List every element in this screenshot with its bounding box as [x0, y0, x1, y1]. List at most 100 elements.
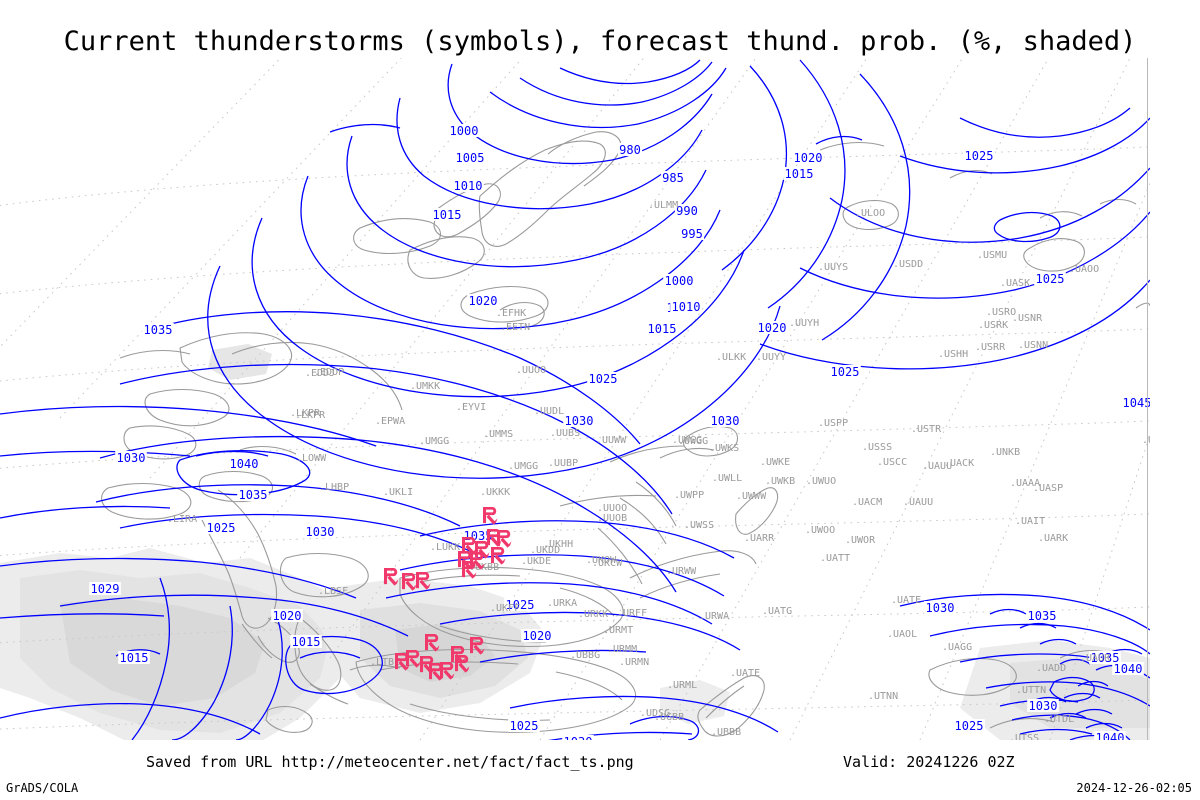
station-label: .USHH	[938, 349, 968, 360]
station-label: .UUOO	[597, 503, 627, 514]
thunderstorm-symbol-icon	[440, 662, 455, 680]
station-label: .LUKK	[430, 542, 460, 553]
station-label: .URMN	[619, 657, 649, 668]
isobar-label: 1015	[648, 322, 677, 336]
isobar-label-halo	[679, 227, 705, 240]
station-label: .UADD	[1036, 663, 1066, 674]
station-label: .USMU	[977, 250, 1007, 261]
isobar-label: 1025	[955, 719, 984, 733]
station-label: .UUWW	[596, 435, 627, 446]
isobar-label: 1040	[230, 457, 259, 471]
isobar-label: 1025	[965, 149, 994, 163]
station-label: .ULOO	[855, 208, 885, 219]
isobar-label: 1025	[510, 719, 539, 733]
station-label: .UASP	[1033, 483, 1063, 494]
station-label: .UWGG	[678, 436, 708, 447]
isobar-label-halo	[142, 323, 174, 336]
isobar-label-halo	[1089, 651, 1121, 664]
station-label: .UDSG	[640, 708, 670, 719]
station-label: .USCC	[877, 457, 907, 468]
isobar-label: 980	[619, 143, 641, 157]
isobar-label-halo	[467, 294, 499, 307]
station-label: .USNR	[1012, 313, 1043, 324]
station-label: .UATG	[762, 606, 792, 617]
station-label: .UATE	[730, 668, 760, 679]
station-label: .UKDD	[530, 545, 560, 556]
station-label: .LOWW	[296, 453, 327, 464]
isobar-label-halo	[587, 372, 619, 385]
thunderstorm-symbol-icon	[470, 552, 485, 570]
isobar-label: 1040	[1114, 662, 1143, 676]
isobar-label-halo	[1026, 609, 1058, 622]
isobar-label: 1015	[433, 208, 462, 222]
station-label: .EETN	[500, 322, 530, 333]
isobar-label-halo	[563, 414, 595, 427]
isobar-label: 1025	[207, 521, 236, 535]
footer-source-url: Saved from URL http://meteocenter.net/fa…	[146, 753, 634, 771]
station-label: .UBBG	[570, 650, 600, 661]
station-label: .UUDL	[534, 406, 564, 417]
station-label: .USPP	[818, 418, 848, 429]
station-label: .UAGG	[942, 642, 972, 653]
station-label: .UUBP	[548, 458, 578, 469]
station-label: .LTBE	[370, 657, 400, 668]
isobar-label-halo	[670, 300, 702, 313]
isobar-label-halo	[504, 598, 536, 611]
isobar-label-halo	[304, 525, 336, 538]
isobar-label: 1005	[456, 151, 485, 165]
station-label: .UKBB	[469, 562, 499, 573]
map-canvas[interactable]: 1000 980 1005 1020 1025 1015 1010 985 990 1015 995…	[0, 58, 1150, 740]
station-label: .UUOB	[597, 513, 627, 524]
isobar-label: 1030	[565, 414, 594, 428]
station-label: .UBBB	[711, 727, 741, 738]
isobar-label: 1020	[794, 151, 823, 165]
station-label: .UWLL	[712, 473, 742, 484]
station-label: .UUYH	[789, 318, 819, 329]
isobar-label: 1030	[926, 601, 955, 615]
station-label: .URWW	[666, 566, 697, 577]
station-label: .UUYS	[818, 262, 848, 273]
station-label: .UWWW	[736, 491, 767, 502]
thunderstorm-symbol-icon	[402, 573, 417, 591]
station-label: .UKLI	[383, 487, 413, 498]
isobar-label-halo	[89, 582, 121, 595]
station-label: .URWA	[699, 611, 729, 622]
isobar-label: 1015	[292, 635, 321, 649]
station-label: .LKPR	[295, 410, 326, 421]
station-label: .EFHK	[496, 308, 526, 319]
station-label: .EDDJ	[305, 368, 335, 379]
station-label: .USNN	[1018, 340, 1048, 351]
station-label: .USRR	[975, 342, 1006, 353]
thunderstorm-symbol-icon	[462, 561, 477, 579]
isobar-label: 1045	[1123, 396, 1150, 410]
isobar-label-halo	[205, 521, 237, 534]
isobar-label: 1040	[1096, 731, 1125, 740]
station-label: .LKPR	[290, 408, 321, 419]
station-label: .UWUO	[806, 476, 836, 487]
station-label: .URFF	[617, 608, 647, 619]
station-label: .UARK	[1038, 533, 1068, 544]
station-label: .UTTN	[1016, 685, 1046, 696]
isobar-label: 1020	[273, 609, 302, 623]
isobar-label-halo	[756, 321, 788, 334]
isobar-label-halo	[783, 167, 815, 180]
station-label: .USSS	[862, 442, 892, 453]
thunderstorm-symbol-icon	[420, 656, 435, 674]
thunderstorm-symbol-icon	[487, 529, 502, 547]
thunderstorm-symbol-icon	[395, 653, 410, 671]
station-label: .UTNN	[868, 691, 898, 702]
thunderstorm-symbol-icon	[497, 530, 512, 548]
station-label: .UATE	[891, 595, 921, 606]
station-label: .UAAA	[1010, 478, 1040, 489]
isobar-label: 1020	[469, 294, 498, 308]
station-label: .UGBB	[654, 712, 684, 723]
isobar-label: 1030	[306, 525, 335, 539]
isobar-label: 985	[662, 171, 684, 185]
isobar-label: 1025	[506, 598, 535, 612]
footer-valid-time: Valid: 20241226 02Z	[843, 753, 1015, 771]
page-title: Current thunderstorms (symbols), forecas…	[63, 26, 1137, 57]
station-label: .UASK	[1000, 278, 1030, 289]
station-label: .URKK	[578, 609, 608, 620]
station-label: .UWPP	[674, 490, 704, 501]
